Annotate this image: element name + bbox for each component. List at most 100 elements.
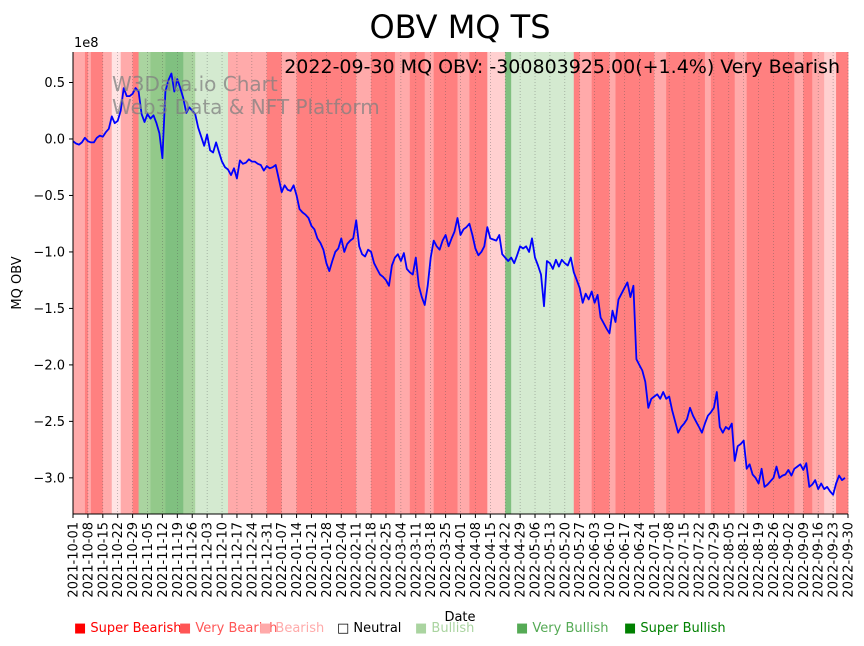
obv-series-line	[72, 72, 846, 496]
legend-item-very-bearish: ■ Very Bearish	[179, 621, 278, 636]
legend-item-super-bearish: ■ Super Bearish	[74, 621, 182, 636]
sentiment-band	[746, 52, 795, 514]
sentiment-band	[424, 52, 435, 514]
x-tick-label: 2022-08-05	[722, 522, 737, 598]
sentiment-band	[73, 52, 86, 514]
sentiment-band	[371, 52, 396, 514]
watermark-line-1: W3Data.io Chart	[112, 72, 278, 96]
x-tick-label: 2022-08-12	[737, 522, 752, 598]
x-tick-label: 2022-05-06	[529, 522, 544, 598]
y-tick-label: 0.0	[44, 132, 65, 147]
sentiment-band	[266, 52, 283, 514]
sentiment-band	[228, 52, 253, 514]
sentiment-band	[356, 52, 372, 514]
sentiment-band	[409, 52, 426, 514]
sentiment-band	[281, 52, 297, 514]
x-tick-label: 2022-05-27	[573, 522, 588, 598]
x-axis-label: Date	[444, 610, 475, 625]
x-tick-label: 2021-10-01	[67, 522, 82, 598]
x-tick-label: 2022-03-18	[424, 522, 439, 598]
x-tick-label: 2022-06-24	[633, 522, 648, 598]
x-tick-label: 2022-07-22	[692, 522, 707, 598]
x-tick-label: 2021-12-31	[260, 522, 275, 598]
x-tick-label: 2022-01-14	[290, 522, 305, 598]
x-tick-label: 2022-01-07	[275, 522, 290, 598]
series-layer	[72, 72, 846, 496]
chart-title: OBV MQ TS	[369, 8, 550, 46]
y-tick-label: −0.5	[33, 189, 65, 204]
sentiment-band	[251, 52, 268, 514]
y-tick-label: −1.0	[33, 245, 65, 260]
legend-item-very-bullish: ■ Very Bullish	[516, 621, 609, 636]
x-tick-label: 2022-05-13	[543, 522, 558, 598]
sentiment-band	[183, 52, 196, 514]
x-tick-label: 2022-09-02	[782, 522, 797, 598]
y-exponent: 1e8	[74, 36, 99, 51]
axes: 0.5 0.0 −0.5 −1.0 −1.5 −2.0 −2.5 −3.0 2021-10-01…	[33, 52, 857, 598]
sentiment-band	[150, 52, 166, 514]
x-tick-label: 2022-03-11	[409, 522, 424, 598]
x-tick-label: 2022-01-21	[305, 522, 320, 598]
x-tick-label: 2022-09-30	[842, 522, 857, 598]
x-tick-label: 2022-08-26	[767, 522, 782, 598]
x-tick-label: 2021-10-22	[111, 522, 126, 598]
sentiment-band	[394, 52, 411, 514]
x-tick-label: 2022-04-22	[499, 522, 514, 598]
x-tick-label: 2022-09-09	[797, 522, 812, 598]
sentiment-band	[824, 52, 837, 514]
sentiment-band	[666, 52, 706, 514]
x-tick-label: 2022-02-18	[365, 522, 380, 598]
x-tick-label: 2021-12-24	[245, 522, 260, 598]
x-tick-label: 2022-08-19	[752, 522, 767, 598]
x-tick-label: 2022-06-10	[603, 522, 618, 598]
x-tick-label: 2021-12-03	[201, 522, 216, 598]
sentiment-band	[102, 52, 113, 514]
x-tick-label: 2022-05-20	[558, 522, 573, 598]
x-tick-label: 2022-04-15	[484, 522, 499, 598]
sentiment-band	[836, 52, 849, 514]
sentiment-band	[195, 52, 229, 514]
x-tick-label: 2022-01-28	[320, 522, 335, 598]
sentiment-band	[609, 52, 616, 514]
legend-item-neutral: □ Neutral	[337, 621, 402, 636]
legend-item-super-bullish: ■ Super Bullish	[624, 621, 726, 636]
sentiment-band	[87, 52, 92, 514]
sentiment-band	[734, 52, 748, 514]
x-tick-label: 2021-10-15	[96, 522, 111, 598]
y-tick-label: 0.5	[44, 76, 65, 91]
sentiment-band	[84, 52, 89, 514]
x-tick-label: 2022-07-29	[707, 522, 722, 598]
x-tick-label: 2021-10-29	[126, 522, 141, 598]
x-tick-label: 2021-10-08	[81, 522, 96, 598]
sentiment-band	[579, 52, 593, 514]
sentiment-band	[710, 52, 736, 514]
sentiment-band	[591, 52, 610, 514]
x-tick-label: 2022-07-15	[678, 522, 693, 598]
x-tick-label: 2022-07-01	[648, 522, 663, 598]
x-tick-label: 2022-06-17	[618, 522, 633, 598]
sentiment-band	[90, 52, 104, 514]
sentiment-band	[111, 52, 122, 514]
y-tick-label: −3.0	[33, 471, 65, 486]
sentiment-band	[132, 52, 139, 514]
x-tick-label: 2022-09-16	[812, 522, 827, 598]
sentiment-band	[457, 52, 470, 514]
status-annotation: 2022-09-30 MQ OBV: -300803925.00(+1.4%) …	[284, 56, 840, 78]
x-tick-label: 2022-09-23	[827, 522, 842, 598]
sentiment-band	[704, 52, 712, 514]
x-tick-label: 2022-04-29	[514, 522, 529, 598]
x-tick-label: 2022-04-08	[469, 522, 484, 598]
x-tick-label: 2021-12-10	[216, 522, 231, 598]
y-tick-label: −2.0	[33, 358, 65, 373]
x-tick-label: 2021-11-05	[141, 522, 156, 598]
y-tick-label: −2.5	[33, 415, 65, 430]
sentiment-band	[794, 52, 804, 514]
x-tick-label: 2022-03-04	[394, 522, 409, 598]
x-tick-label: 2022-03-25	[439, 522, 454, 598]
x-tick-label: 2022-04-01	[454, 522, 469, 598]
x-tick-label: 2022-02-04	[335, 522, 350, 598]
sentiment-band	[469, 52, 488, 514]
vertical-grid	[72, 52, 849, 514]
sentiment-bands	[73, 52, 849, 514]
sentiment-band	[487, 52, 506, 514]
